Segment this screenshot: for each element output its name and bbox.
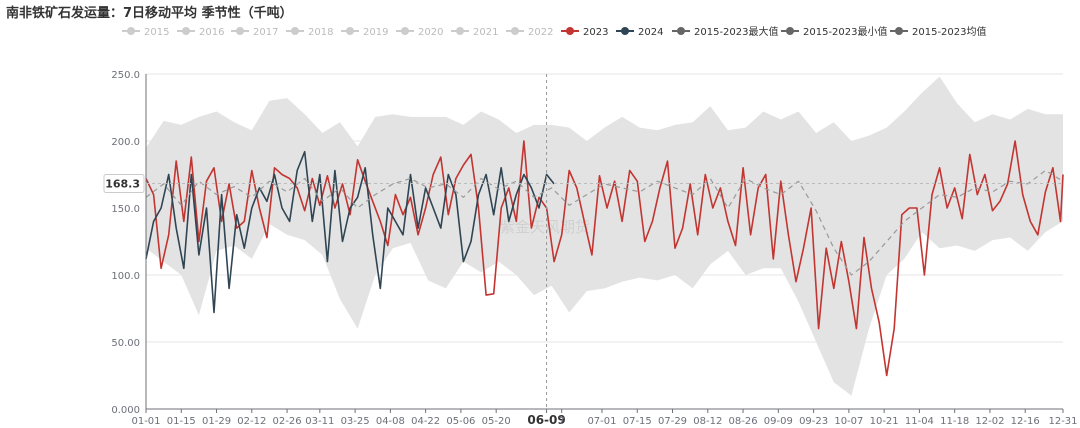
legend-marker (677, 27, 685, 35)
legend-marker (401, 27, 409, 35)
x-tick-label: 01-15 (167, 416, 196, 427)
legend-item-2016[interactable]: 2016 (177, 27, 224, 38)
y-tick-label: 50.00 (111, 338, 140, 349)
legend-item-2024[interactable]: 2024 (616, 27, 663, 38)
legend-label: 2016 (199, 27, 224, 38)
series-line-2015-2023均值 (145, 169, 1064, 276)
watermark: 紫金天风期货 (500, 218, 590, 236)
y-tick-label: 150.0 (111, 204, 140, 215)
x-tick-label: 04-08 (376, 416, 405, 427)
legend-label: 2015-2023均值 (912, 25, 987, 38)
legend-item-2020[interactable]: 2020 (396, 27, 443, 38)
x-tick-label: 05-20 (482, 416, 511, 427)
chart-title: 南非铁矿石发运量：7日移动平均 季节性（千吨） (6, 6, 293, 21)
legend-label: 2023 (583, 27, 608, 38)
legend-marker (127, 27, 135, 35)
legend-item-2023[interactable]: 2023 (561, 27, 608, 38)
legend-label: 2017 (253, 27, 278, 38)
legend-marker (346, 27, 354, 35)
legend-label: 2015-2023最大值 (694, 25, 779, 38)
x-tick-label: 03-11 (305, 416, 334, 427)
x-tick-label: 02-26 (273, 416, 302, 427)
x-tick-label: 01-01 (131, 416, 160, 427)
legend-item-2015-2023均值[interactable]: 2015-2023均值 (890, 25, 987, 38)
x-tick-label: 08-26 (729, 416, 758, 427)
legend-marker (182, 27, 190, 35)
legend-marker (786, 27, 794, 35)
x-tick-label: 05-06 (446, 416, 475, 427)
y-pointer-box (103, 173, 145, 193)
x-tick-label: 07-15 (623, 416, 652, 427)
x-tick-label: 02-12 (237, 416, 266, 427)
legend-item-2018[interactable]: 2018 (286, 27, 333, 38)
legend-item-2015[interactable]: 2015 (122, 27, 169, 38)
x-tick-label: 09-09 (764, 416, 793, 427)
legend-item-2022[interactable]: 2022 (506, 27, 553, 38)
x-tick-label: 12-31 (1048, 416, 1077, 427)
legend-marker (895, 27, 903, 35)
min-max-band (146, 76, 1063, 396)
legend-marker (291, 27, 299, 35)
x-tick-label: 01-29 (202, 416, 231, 427)
y-tick-label: 0.000 (111, 405, 140, 416)
legend-marker (566, 27, 574, 35)
y-tick-label: 200.0 (111, 137, 140, 148)
x-tick-label: 7 (558, 416, 564, 427)
legend-item-2019[interactable]: 2019 (341, 27, 388, 38)
x-tick-label: 11-18 (940, 416, 969, 427)
series-line-2023 (145, 140, 1064, 377)
x-tick-label: 03-25 (341, 416, 370, 427)
x-tick-label-highlight: 06-09 (527, 413, 565, 427)
legend-label: 2022 (528, 27, 553, 38)
x-tick-label: 10-21 (870, 416, 899, 427)
legend-marker (456, 27, 464, 35)
y-tick-label: 100.0 (111, 271, 140, 282)
series-lines (145, 140, 1064, 377)
legend-item-2015-2023最大值[interactable]: 2015-2023最大值 (672, 25, 779, 38)
legend-marker (511, 27, 519, 35)
series-line-2024 (145, 150, 555, 314)
legend-label: 2019 (363, 27, 388, 38)
x-tick-label: 12-16 (1011, 416, 1040, 427)
x-tick-label: 11-04 (905, 416, 934, 427)
legend-label: 2024 (638, 27, 663, 38)
x-tick-label: 09-23 (799, 416, 828, 427)
y-pointer-label: 168.3 (105, 177, 140, 190)
legend-item-2021[interactable]: 2021 (451, 27, 498, 38)
x-tick-label: 07-01 (587, 416, 616, 427)
axes: 01-01 01-15 01-29 02-12 02-26 03-11 03-25 04-08… (103, 74, 1078, 427)
legend-item-2017[interactable]: 2017 (231, 27, 278, 38)
x-tick-label: 04-22 (411, 416, 440, 427)
x-tick-label: 12-02 (975, 416, 1004, 427)
legend-label: 2015 (144, 27, 169, 38)
legend-marker (236, 27, 244, 35)
y-tick-label: 250.0 (111, 70, 140, 81)
watermark-text: 紫金天风期货 (500, 218, 590, 236)
legend-item-2015-2023最小值[interactable]: 2015-2023最小值 (781, 25, 888, 38)
chart-legend: 2015 2016 2017 2018 2019 2020 2021 2022 2023 2024… (122, 25, 987, 38)
legend-label: 2020 (418, 27, 443, 38)
legend-label: 2018 (308, 27, 333, 38)
band-area (146, 76, 1063, 396)
legend-label: 2015-2023最小值 (803, 25, 888, 38)
x-tick-label: 08-12 (693, 416, 722, 427)
legend-marker (621, 27, 629, 35)
x-tick-label: 10-07 (834, 416, 863, 427)
x-tick-label: 07-29 (658, 416, 687, 427)
legend-label: 2021 (473, 27, 498, 38)
